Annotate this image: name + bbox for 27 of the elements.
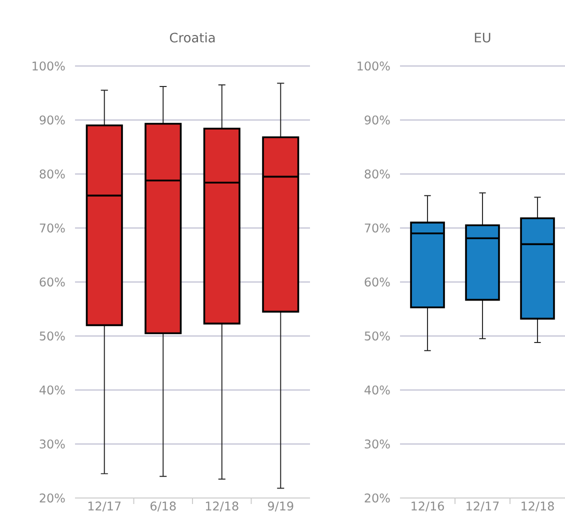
x-tick-label: 12/16 <box>412 502 444 512</box>
x-tick-label: 9/19 <box>268 502 294 512</box>
y-tick-label: 100% <box>32 61 65 71</box>
y-tick-label: 30% <box>40 439 65 449</box>
y-tick-label: 100% <box>358 61 390 71</box>
y-tick-label: 90% <box>40 115 65 125</box>
x-tick-label: 12/18 <box>522 502 554 512</box>
x-tick-label: 6/18 <box>150 502 176 512</box>
y-tick-label: 50% <box>364 331 390 341</box>
y-tick-label: 80% <box>364 169 390 179</box>
x-tick-label: 12/17 <box>466 502 499 512</box>
y-tick-label: 60% <box>40 277 65 287</box>
x-tick-label: 12/18 <box>206 502 238 512</box>
x-tick-label: 12/17 <box>88 502 121 512</box>
y-tick-label: 40% <box>364 385 390 395</box>
y-tick-label: 30% <box>364 439 390 449</box>
y-tick-label: 40% <box>39 385 65 395</box>
y-tick-label: 60% <box>364 277 390 287</box>
y-tick-label: 80% <box>40 169 65 179</box>
y-tick-label: 70% <box>364 223 390 233</box>
y-tick-label: 20% <box>40 493 65 503</box>
y-tick-label: 20% <box>364 493 390 503</box>
y-tick-label: 70% <box>40 223 65 233</box>
chart-title: EU <box>474 32 490 42</box>
chart-title: Croatia <box>170 32 215 42</box>
y-tick-label: 50% <box>40 331 65 341</box>
y-tick-label: 90% <box>364 115 390 125</box>
